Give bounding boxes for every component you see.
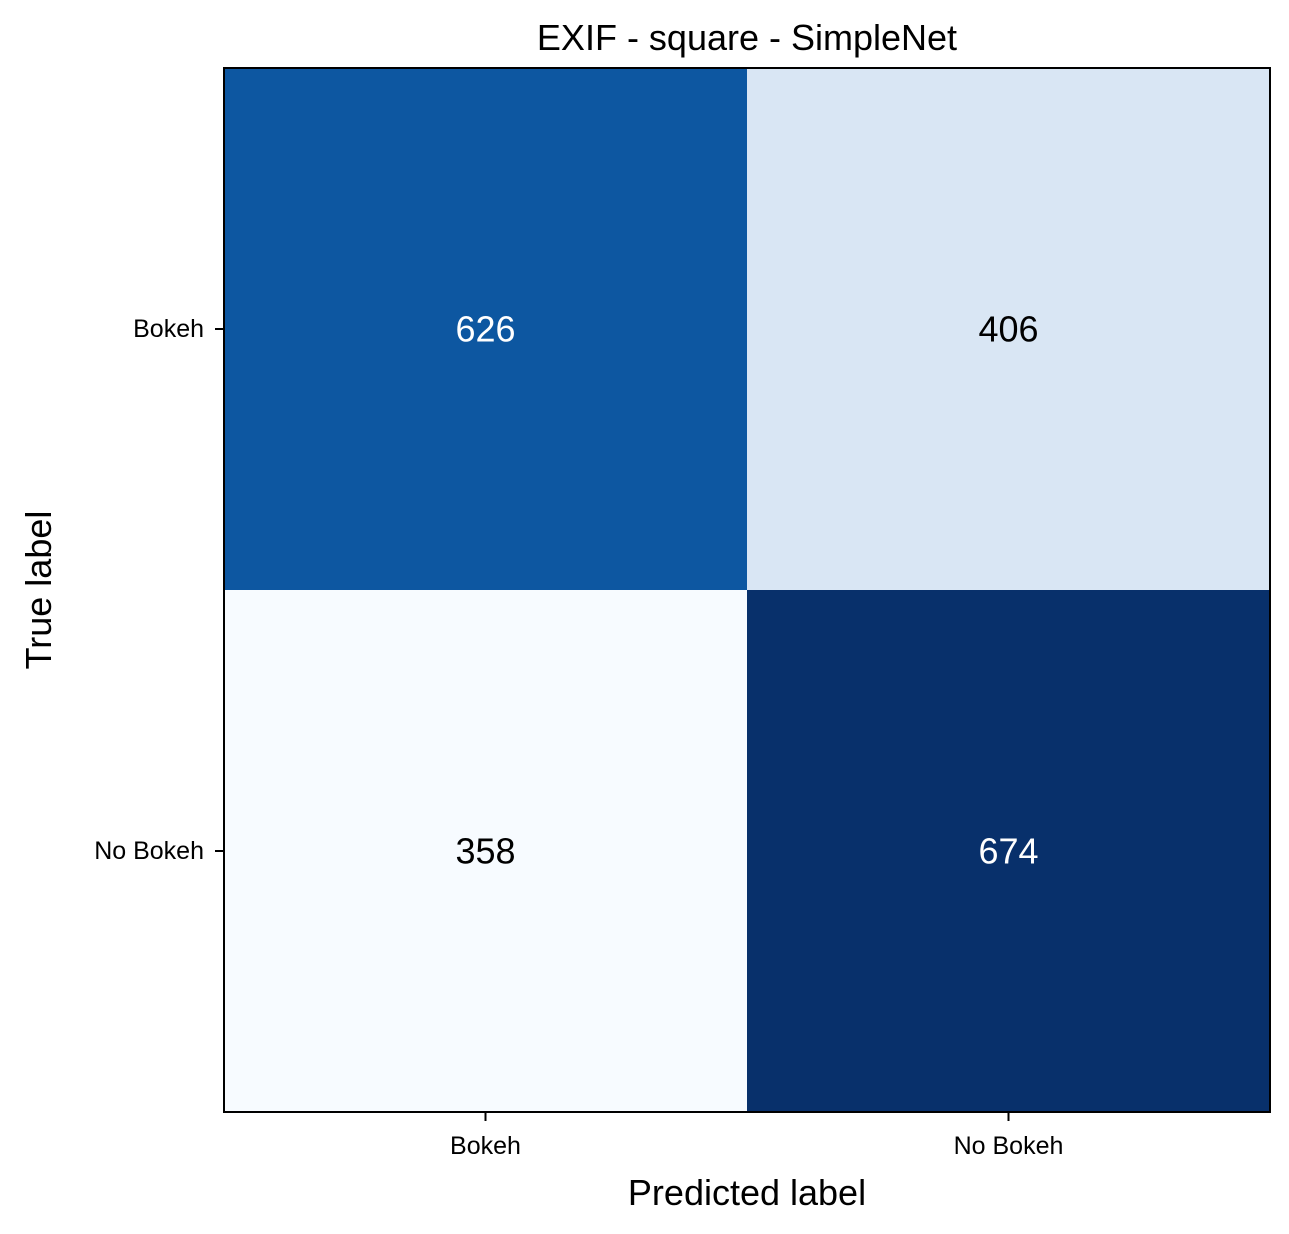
heatmap-cell-1-1 <box>747 590 1271 1113</box>
cell-value-label-0-0: 626 <box>455 309 515 350</box>
cell-value-label-0-1: 406 <box>978 309 1038 350</box>
x-tick-label-0: Bokeh <box>450 1132 521 1160</box>
plot-frame <box>223 67 1271 1113</box>
x-axis-label: Predicted label <box>628 1172 866 1213</box>
y-axis-label: True label <box>18 511 59 670</box>
heatmap-cell-0-1 <box>747 68 1271 591</box>
cells-layer <box>224 68 1271 1113</box>
y-tick-label-0: Bokeh <box>133 315 204 343</box>
x-tick-label-1: No Bokeh <box>954 1132 1064 1160</box>
ticks-layer: Bokeh No Bokeh Bokeh No Bokeh <box>94 315 1063 1160</box>
cell-value-label-1-1: 674 <box>978 831 1038 872</box>
cell-value-label-1-0: 358 <box>455 831 515 872</box>
heatmap-cell-0-0 <box>224 68 748 591</box>
chart-title: EXIF - square - SimpleNet <box>537 17 957 58</box>
cell-labels-layer: 626 406 358 674 <box>455 309 1038 872</box>
heatmap-cell-1-0 <box>224 590 748 1113</box>
y-tick-label-1: No Bokeh <box>94 837 204 865</box>
